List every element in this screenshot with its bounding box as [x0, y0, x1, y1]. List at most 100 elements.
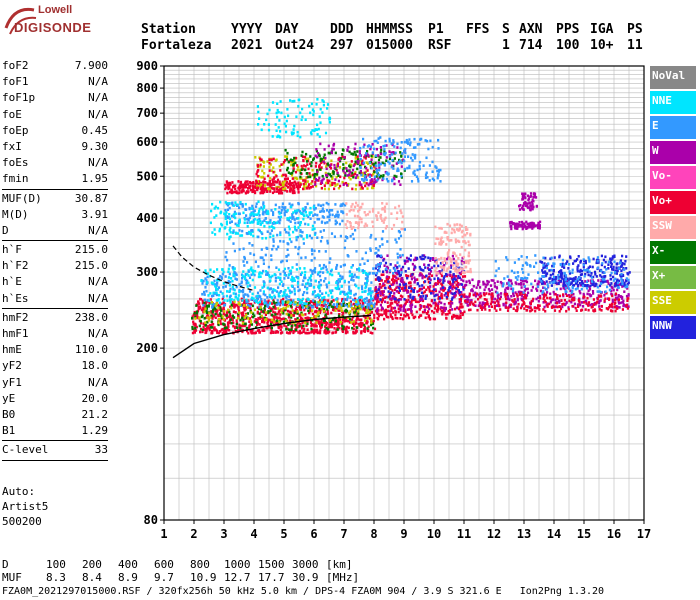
- echo-point: [278, 185, 281, 189]
- echo-point: [256, 186, 259, 190]
- echo-point: [494, 274, 497, 278]
- echo-point: [250, 311, 253, 314]
- echo-point: [337, 307, 340, 310]
- echo-point: [435, 266, 438, 270]
- echo-point: [592, 280, 595, 284]
- echo-point: [294, 328, 298, 332]
- echo-point: [227, 325, 230, 328]
- echo-point: [346, 295, 349, 298]
- echo-point: [201, 282, 204, 285]
- echo-point: [400, 267, 403, 271]
- echo-point: [463, 275, 467, 278]
- echo-point: [530, 289, 533, 292]
- echo-point: [377, 158, 381, 162]
- header-value: 10+: [590, 38, 614, 53]
- echo-point: [349, 292, 352, 295]
- echo-point: [434, 242, 437, 245]
- echo-point: [520, 286, 523, 289]
- param-label: foF1p: [2, 91, 36, 105]
- echo-point: [301, 167, 305, 171]
- echo-point: [355, 183, 358, 187]
- echo-point: [460, 283, 463, 286]
- echo-point: [524, 192, 527, 196]
- echo-point: [377, 278, 380, 281]
- echo-point: [535, 261, 538, 265]
- echo-point: [228, 313, 231, 316]
- echo-point: [300, 272, 303, 276]
- echo-point: [507, 281, 510, 284]
- echo-point: [354, 142, 357, 146]
- echo-point: [416, 282, 419, 285]
- echo-point: [594, 284, 597, 287]
- echo-point: [371, 303, 375, 307]
- echo-point: [320, 319, 323, 322]
- echo-point: [468, 303, 472, 306]
- echo-point: [282, 312, 285, 315]
- echo-point: [266, 160, 269, 163]
- echo-point: [208, 301, 211, 305]
- echo-point: [238, 328, 241, 332]
- echo-point: [453, 277, 456, 280]
- echo-point: [592, 292, 595, 295]
- echo-point: [247, 331, 250, 335]
- echo-point: [309, 306, 312, 310]
- echo-point: [328, 330, 331, 334]
- echo-point: [293, 218, 296, 221]
- echo-point: [262, 327, 265, 331]
- echo-point: [380, 308, 383, 312]
- echo-point: [231, 314, 234, 318]
- echo-point: [281, 331, 284, 334]
- echo-point: [584, 308, 587, 311]
- echo-point: [343, 290, 346, 294]
- echo-point: [346, 149, 349, 152]
- echo-point: [285, 296, 288, 300]
- echo-point: [342, 163, 345, 166]
- echo-point: [606, 307, 610, 311]
- echo-point: [194, 323, 197, 327]
- echo-point: [483, 292, 486, 296]
- echo-point: [438, 300, 441, 303]
- echo-point: [308, 331, 311, 335]
- echo-point: [385, 144, 388, 147]
- echo-point: [334, 298, 338, 301]
- echo-point: [451, 282, 454, 286]
- echo-point: [527, 198, 530, 202]
- echo-point: [343, 279, 346, 283]
- echo-point: [589, 274, 592, 278]
- echo-point: [442, 310, 445, 313]
- echo-point: [620, 269, 623, 273]
- echo-point: [449, 282, 452, 285]
- echo-point: [288, 310, 291, 314]
- echo-point: [301, 155, 304, 159]
- echo-point: [237, 307, 240, 311]
- echo-point: [273, 180, 277, 183]
- param-value: 0.45: [81, 123, 109, 137]
- echo-point: [382, 259, 385, 262]
- echo-point: [409, 307, 412, 310]
- echo-point: [230, 306, 233, 310]
- echo-point: [591, 265, 594, 269]
- echo-point: [256, 306, 259, 309]
- echo-point: [377, 317, 380, 321]
- echo-point: [290, 328, 293, 331]
- echo-point: [304, 165, 307, 168]
- echo-point: [611, 294, 614, 298]
- x-tick-label: 17: [637, 527, 651, 541]
- echo-point: [367, 162, 370, 166]
- echo-point: [241, 184, 244, 187]
- echo-point: [460, 302, 463, 306]
- echo-point: [405, 274, 408, 277]
- echo-point: [324, 325, 327, 328]
- echo-point: [333, 187, 336, 191]
- echo-point: [292, 186, 295, 190]
- echo-point: [316, 331, 319, 335]
- echo-point: [225, 326, 228, 329]
- echo-point: [282, 180, 285, 184]
- param-label: yF1: [2, 375, 22, 389]
- echo-point: [263, 283, 266, 286]
- echo-point: [536, 289, 539, 292]
- echo-point: [272, 318, 276, 321]
- echo-point: [255, 298, 258, 302]
- echo-point: [610, 271, 613, 275]
- echo-point: [516, 298, 519, 302]
